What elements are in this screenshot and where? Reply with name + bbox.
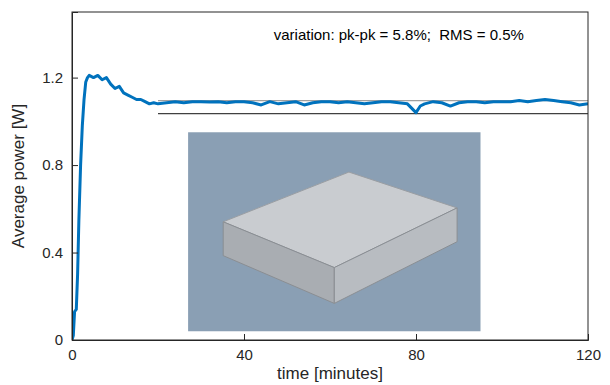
tick-label: 120 <box>576 346 601 363</box>
tick: 0.8 <box>42 156 78 173</box>
tick: 0.4 <box>42 244 78 261</box>
inset-photo <box>188 132 480 331</box>
axis-line <box>73 334 589 341</box>
annotation: variation: pk-pk = 5.8%; RMS = 0.5% <box>274 26 524 43</box>
tick-label: 0.8 <box>42 156 63 173</box>
plot: 0 40 80 120 0 0.4 0.8 1.2 variation: pk-pk = 5.8… <box>42 12 601 363</box>
inset-background <box>188 132 480 331</box>
x-axis: 0 40 80 120 <box>68 334 601 363</box>
y-axis: 0 0.4 0.8 1.2 <box>42 13 78 349</box>
tick-label: 0 <box>68 346 76 363</box>
tick-mark <box>72 253 78 254</box>
tick-mark <box>72 340 78 341</box>
tick-label: 0.4 <box>42 244 63 261</box>
y-axis-title: Average power [W] <box>9 104 28 248</box>
tick-mark <box>416 334 417 340</box>
inset-box-side <box>334 208 457 304</box>
tick-mark <box>244 334 245 340</box>
tick-mark <box>588 334 589 340</box>
reference-line <box>158 113 588 114</box>
tick-label: 80 <box>408 346 425 363</box>
plot-frame <box>72 12 588 340</box>
tick-mark <box>72 165 78 166</box>
tick-label: 40 <box>236 346 253 363</box>
chart: 0 40 80 120 0 0.4 0.8 1.2 variation: pk-pk = 5.8… <box>0 0 610 385</box>
tick-label: 0 <box>55 331 63 348</box>
data-lines <box>72 75 588 340</box>
tick-mark <box>72 78 78 79</box>
tick: 0 <box>55 331 78 348</box>
tick: 1.2 <box>42 69 78 86</box>
power-line <box>72 75 588 340</box>
tick: 80 <box>408 334 425 363</box>
axis-line <box>73 13 79 341</box>
tick: 40 <box>236 334 253 363</box>
inset-box-front <box>223 222 334 304</box>
tick: 120 <box>576 334 601 363</box>
tick-label: 1.2 <box>42 69 63 86</box>
x-axis-title: time [minutes] <box>277 364 383 383</box>
